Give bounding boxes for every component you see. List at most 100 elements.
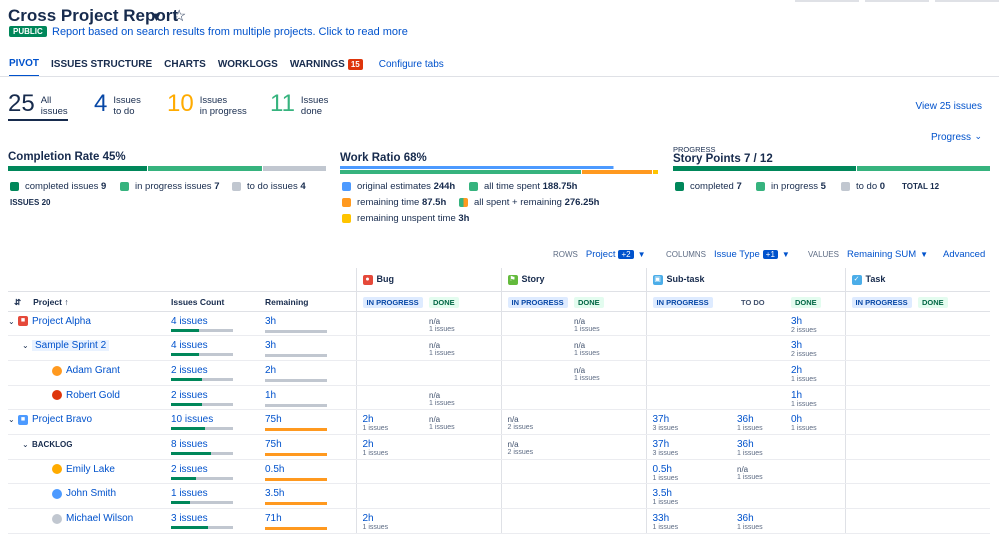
cell-issue-count: 2 issues <box>507 424 534 432</box>
star-icon[interactable]: ☆ <box>172 8 187 25</box>
tab-warnings[interactable]: WARNINGS 15 <box>290 58 363 77</box>
progress-dropdown[interactable]: Progress <box>930 132 971 143</box>
chevron-down-icon[interactable]: ⌄ <box>22 439 29 449</box>
row-name[interactable]: Project Alpha <box>32 315 91 327</box>
col-project[interactable]: ⇵ Project ↑ <box>8 291 171 312</box>
row-name[interactable]: Michael Wilson <box>66 513 134 524</box>
row-progress-bar <box>171 427 233 431</box>
cell-value[interactable]: 3h <box>791 315 803 327</box>
issues-count-link[interactable]: 3 issues <box>171 513 208 524</box>
cell-value[interactable]: 37h <box>652 438 670 450</box>
chevron-down-icon[interactable]: ⌄ <box>22 341 29 351</box>
remaining-value[interactable]: 3h <box>265 315 277 327</box>
remaining-value[interactable]: 1h <box>265 389 277 401</box>
status-in-progress: IN PROGRESS <box>362 296 423 308</box>
cell-value[interactable]: 0h <box>791 414 803 426</box>
remaining-value[interactable]: 75h <box>265 438 282 450</box>
cell-value: n/a <box>737 464 749 474</box>
chevron-down-icon[interactable]: ⌄ <box>8 316 15 326</box>
col-issues-count[interactable]: Issues Count <box>171 291 265 312</box>
arrow-up-icon: ↑ <box>64 296 69 307</box>
issues-count-link[interactable]: 8 issues <box>171 438 208 450</box>
remaining-bar <box>265 502 327 506</box>
issues-count-link[interactable]: 4 issues <box>171 315 208 327</box>
row-name[interactable]: BACKLOG <box>32 439 73 449</box>
row-label: ⌄ ■ Project Alpha <box>8 311 171 337</box>
remaining-bar <box>265 527 327 530</box>
cell-value[interactable]: 2h <box>791 364 803 376</box>
completion-bar-in-progress <box>148 166 262 171</box>
row-progress-bar <box>171 476 233 480</box>
tab-pivot[interactable]: PIVOT <box>9 58 40 77</box>
cell-value[interactable]: 33h <box>652 513 670 524</box>
issues-count-link[interactable]: 4 issues <box>171 340 208 352</box>
cell-value[interactable]: 36h <box>737 513 754 524</box>
view-issues-link[interactable]: View 25 issues <box>915 101 982 112</box>
cell-value[interactable]: 1h <box>791 389 803 401</box>
row-name[interactable]: Robert Gold <box>66 389 120 401</box>
cell-value[interactable]: 3.5h <box>652 488 672 500</box>
rows-control[interactable]: ROWS Project +2 ▼ <box>553 249 646 260</box>
title-chevron-down-icon[interactable]: ▼ <box>150 9 163 24</box>
bug-icon: ● <box>362 274 373 285</box>
cell-value: n/a <box>429 390 441 400</box>
tab-issues-structure[interactable]: ISSUES STRUCTURE <box>51 59 153 70</box>
cell-value[interactable]: 2h <box>362 414 374 426</box>
col-header-subtask: ▣ Sub-task <box>645 268 845 292</box>
col-remaining[interactable]: Remaining <box>265 291 356 312</box>
progress-chevron-down-icon[interactable]: ⌄ <box>974 131 982 141</box>
legend-swatch <box>232 182 241 191</box>
cell-value[interactable]: 0.5h <box>652 463 672 475</box>
report-description-link[interactable]: Report based on search results from mult… <box>52 26 408 38</box>
stat-in-progress[interactable]: 10 Issues in progress <box>167 91 247 118</box>
issues-count-link[interactable]: 1 issues <box>171 488 208 500</box>
row-name[interactable]: John Smith <box>66 488 117 500</box>
tab-worklogs[interactable]: WORKLOGS <box>217 59 278 70</box>
work-ratio-spent <box>340 170 582 174</box>
remaining-value[interactable]: 3.5h <box>265 488 285 500</box>
columns-control[interactable]: COLUMNS Issue Type +1 ▼ <box>666 249 790 260</box>
table-row: John Smith 1 issues 3.5h 3.5h 1 issues <box>8 483 990 509</box>
row-name[interactable]: Project Bravo <box>32 414 93 426</box>
stat-all-issues[interactable]: 25 All issues <box>8 91 68 118</box>
cell-value[interactable]: 3h <box>791 340 803 352</box>
row-label: Michael Wilson <box>8 508 171 534</box>
issues-count-link[interactable]: 2 issues <box>171 463 208 475</box>
legend-remaining-time: remaining time 87.5h <box>342 197 446 208</box>
stat-selected-underline <box>8 119 68 121</box>
row-label: ⌄ BACKLOG <box>8 434 171 460</box>
stat-done[interactable]: 11 Issues done <box>270 90 328 118</box>
values-label: VALUES <box>808 250 839 259</box>
cell-value[interactable]: 36h <box>737 438 754 450</box>
row-name[interactable]: Adam Grant <box>66 364 120 376</box>
stat-number: 11 <box>270 90 295 117</box>
remaining-value[interactable]: 3h <box>265 340 277 352</box>
cell-value[interactable]: 2h <box>362 513 374 524</box>
remaining-bar <box>265 428 327 432</box>
cell-value[interactable]: 2h <box>362 438 374 450</box>
tab-charts[interactable]: CHARTS <box>164 59 206 70</box>
remaining-value[interactable]: 0.5h <box>265 463 285 475</box>
stat-to-do[interactable]: 4 Issues to do <box>94 91 141 118</box>
status-in-progress: IN PROGRESS <box>507 296 568 308</box>
advanced-link[interactable]: Advanced <box>943 249 986 260</box>
cell-value[interactable]: 37h <box>652 414 670 426</box>
issues-count-link[interactable]: 2 issues <box>171 364 208 376</box>
row-name[interactable]: Emily Lake <box>66 463 115 475</box>
cell-value: n/a <box>429 341 441 351</box>
cell-issue-count: 1 issues <box>362 425 389 433</box>
sort-icon[interactable]: ⇵ <box>14 296 22 307</box>
issues-count-link[interactable]: 10 issues <box>171 414 214 426</box>
row-name[interactable]: Sample Sprint 2 <box>32 340 110 352</box>
table-row: Adam Grant 2 issues 2h n/a 1 issues 2h 1 i… <box>8 360 990 386</box>
remaining-value[interactable]: 2h <box>265 364 277 376</box>
cell-value[interactable]: 36h <box>737 414 754 426</box>
remaining-value[interactable]: 71h <box>265 513 282 524</box>
chevron-down-icon[interactable]: ⌄ <box>8 415 15 425</box>
issues-count-link[interactable]: 2 issues <box>171 389 208 401</box>
row-progress-bar <box>171 501 233 505</box>
configure-tabs-link[interactable]: Configure tabs <box>378 59 444 70</box>
values-control[interactable]: VALUES Remaining SUM ▼ <box>808 249 928 260</box>
cell-issue-count: 2 issues <box>507 448 534 456</box>
remaining-value[interactable]: 75h <box>265 414 282 426</box>
